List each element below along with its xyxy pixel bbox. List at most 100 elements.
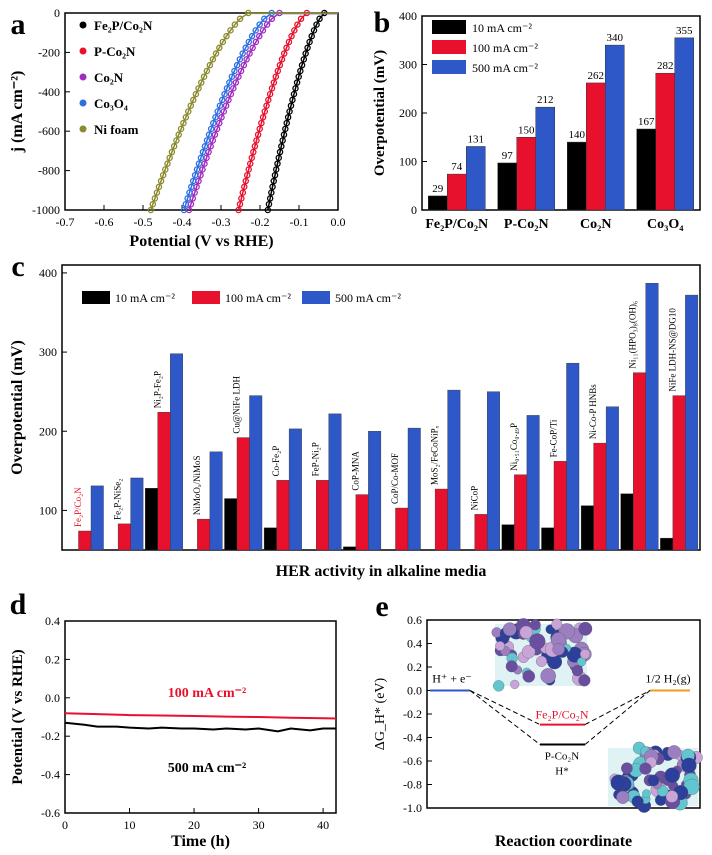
y-tick-label-e: 0.4: [407, 637, 422, 651]
data-point-a: [279, 137, 286, 144]
data-point-a: [290, 90, 298, 98]
reaction-path: [469, 690, 651, 726]
panel-b: b 0 100 200 300 400 Overpotential (mV) Fe₂P/Co₂…: [372, 6, 701, 232]
data-point-a: [243, 56, 250, 63]
inset-atom: [578, 621, 593, 636]
data-point-a: [248, 154, 256, 162]
y-axis-label-c: Overpotential (mV): [9, 340, 26, 475]
inset-atom: [505, 660, 518, 673]
data-point-a: [242, 44, 249, 52]
data-point-a: [256, 21, 263, 28]
data-point-a: [180, 206, 188, 214]
x-tick-label-d: 30: [253, 818, 265, 832]
y-tick-label-c: 200: [39, 424, 57, 438]
data-point-a: [272, 73, 280, 80]
bar-b: [586, 82, 606, 211]
bar-c: [249, 395, 263, 551]
data-point-a: [236, 200, 244, 208]
inset-atom: [519, 625, 533, 639]
data-point-a: [251, 143, 259, 150]
bar-c: [672, 395, 686, 551]
data-point-a: [304, 44, 311, 52]
y-tick-label-a: -400: [38, 85, 60, 99]
x-tick-label-a: -0.4: [173, 215, 192, 229]
data-point-a: [227, 27, 234, 34]
y-tick-label-b: 100: [399, 155, 417, 169]
data-point-a: [261, 15, 268, 23]
legend-label-c: 100 mA cm⁻²: [225, 291, 291, 305]
data-point-a: [297, 67, 304, 75]
bar-c: [474, 514, 488, 551]
inset-atom: [621, 762, 633, 775]
bar-c: [566, 362, 580, 551]
panel-label-d: d: [10, 588, 27, 621]
data-point-a: [195, 85, 202, 92]
inset-atom: [681, 757, 697, 774]
x-tick-label-d: 40: [317, 818, 329, 832]
data-point-a: [175, 131, 182, 138]
panel-label-b: b: [374, 6, 391, 39]
data-point-a: [233, 61, 241, 69]
data-point-a: [274, 160, 281, 167]
data-point-a: [184, 195, 191, 202]
data-point-a: [159, 171, 167, 179]
data-point-a: [193, 166, 201, 173]
inset-atom: [647, 774, 660, 787]
legend-label-a: Co₃O₄: [94, 96, 128, 111]
series-line-a: [267, 10, 338, 211]
legend-swatch-c: [82, 291, 110, 304]
data-point-a: [243, 171, 251, 179]
data-point-a: [258, 119, 265, 127]
bar-c: [90, 485, 104, 551]
data-point-a: [213, 125, 221, 133]
bar-b: [636, 128, 656, 211]
legend-swatch-b: [432, 40, 466, 54]
data-point-a: [231, 67, 238, 75]
panel-e: e 0.6 0.4 0.2 0.0 -0.2 -0.4 -0.6 -0.8 -1.0 ΔG_H* (…: [373, 590, 703, 850]
y-axis-label-a: j (mA cm⁻²): [9, 71, 26, 154]
category-label-c: Fe-CoP/Ti: [549, 419, 559, 457]
data-point-a: [288, 32, 295, 40]
y-tick-label-e: -1.0: [403, 801, 422, 815]
data-point-a: [302, 50, 309, 57]
bar-b: [497, 162, 517, 211]
data-point-a: [147, 206, 155, 214]
data-point-a: [225, 96, 232, 104]
data-point-a: [291, 27, 298, 34]
data-label-b: 262: [588, 70, 605, 82]
inset-atom: [522, 670, 535, 683]
y-tick-label-d: -0.4: [41, 768, 60, 782]
inset-atom: [667, 745, 681, 759]
reaction-path: [469, 690, 651, 745]
data-point-a: [239, 189, 247, 196]
inset-atom: [631, 795, 644, 808]
data-point-a: [264, 206, 272, 214]
data-point-a: [207, 125, 215, 133]
data-point-a: [280, 50, 288, 57]
data-point-a: [219, 38, 227, 46]
panel-label-c: c: [11, 250, 24, 283]
inset-atom: [639, 762, 652, 775]
bar-c: [514, 474, 528, 551]
data-label-b: 150: [518, 124, 535, 136]
data-point-a: [252, 27, 259, 34]
data-point-a: [245, 166, 252, 173]
panel-a: a -0.7 -0.6 -0.5 -0.4 -0.3 -0.2 -0.1 0.0 0 -200 -40…: [9, 6, 346, 250]
data-point-a: [253, 137, 260, 144]
data-point-a: [246, 160, 254, 167]
data-point-a: [298, 61, 306, 69]
inset-atom: [571, 665, 584, 677]
bar-c: [224, 498, 238, 551]
series-line-a: [237, 11, 338, 211]
data-point-a: [214, 108, 221, 115]
data-point-a: [162, 166, 169, 173]
inset-atom: [578, 674, 591, 687]
data-point-a: [187, 102, 195, 109]
bar-b: [674, 37, 694, 211]
bar-b: [516, 137, 536, 211]
data-point-a: [242, 177, 249, 185]
x-tick-label-a: -0.1: [290, 215, 309, 229]
data-point-a: [286, 108, 293, 115]
data-point-a: [245, 38, 253, 46]
data-point-a: [259, 114, 267, 121]
